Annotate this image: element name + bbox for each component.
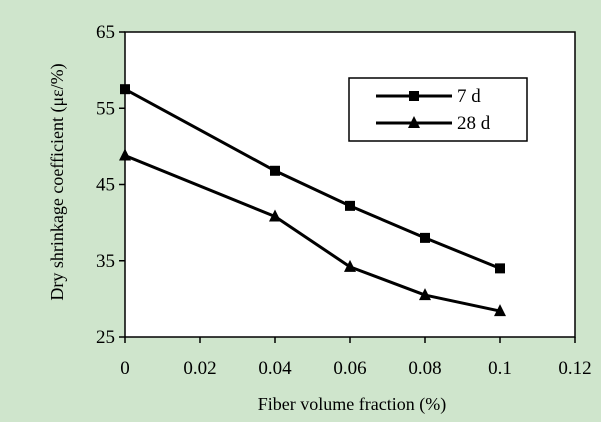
x-tick-label: 0 — [120, 358, 130, 379]
y-tick-label: 65 — [96, 22, 115, 43]
x-axis-title: Fiber volume fraction (%) — [258, 394, 446, 415]
legend-label: 7 d — [457, 86, 481, 107]
x-tick-label: 0.04 — [258, 358, 292, 379]
data-point — [420, 232, 430, 243]
y-axis-title: Dry shrinkage coefficient (με/%) — [47, 63, 68, 300]
data-point — [495, 263, 505, 274]
legend-label: 28 d — [457, 113, 491, 134]
y-tick-label: 45 — [96, 175, 115, 196]
legend: 7 d 28 d — [348, 77, 528, 142]
data-point — [419, 288, 431, 301]
legend-box — [348, 77, 528, 142]
series-1 — [119, 148, 506, 317]
square-marker-icon — [409, 91, 419, 101]
legend-items: 7 d 28 d — [376, 86, 491, 134]
data-point — [270, 165, 280, 176]
y-tick-label: 55 — [96, 98, 115, 119]
triangle-marker-icon — [408, 116, 420, 128]
x-tick-label: 0.02 — [183, 358, 216, 379]
data-point — [494, 304, 506, 317]
data-point — [120, 84, 130, 95]
data-point — [345, 200, 355, 211]
y-axis-ticks: 25 35 45 55 65 — [96, 22, 125, 348]
x-tick-label: 0.12 — [558, 358, 591, 379]
legend-item: 7 d — [376, 86, 481, 107]
y-tick-label: 25 — [96, 327, 115, 348]
data-point — [269, 209, 281, 222]
legend-item: 28 d — [376, 113, 491, 134]
x-tick-label: 0.1 — [488, 358, 512, 379]
x-axis-ticks: 0 0.02 0.04 0.06 0.08 0.1 0.12 — [120, 337, 592, 379]
series-layer — [119, 84, 506, 317]
x-tick-label: 0.06 — [333, 358, 366, 379]
series-0 — [120, 84, 505, 274]
y-tick-label: 35 — [96, 251, 115, 272]
data-point — [119, 148, 131, 161]
data-point — [344, 259, 356, 272]
x-tick-label: 0.08 — [408, 358, 441, 379]
